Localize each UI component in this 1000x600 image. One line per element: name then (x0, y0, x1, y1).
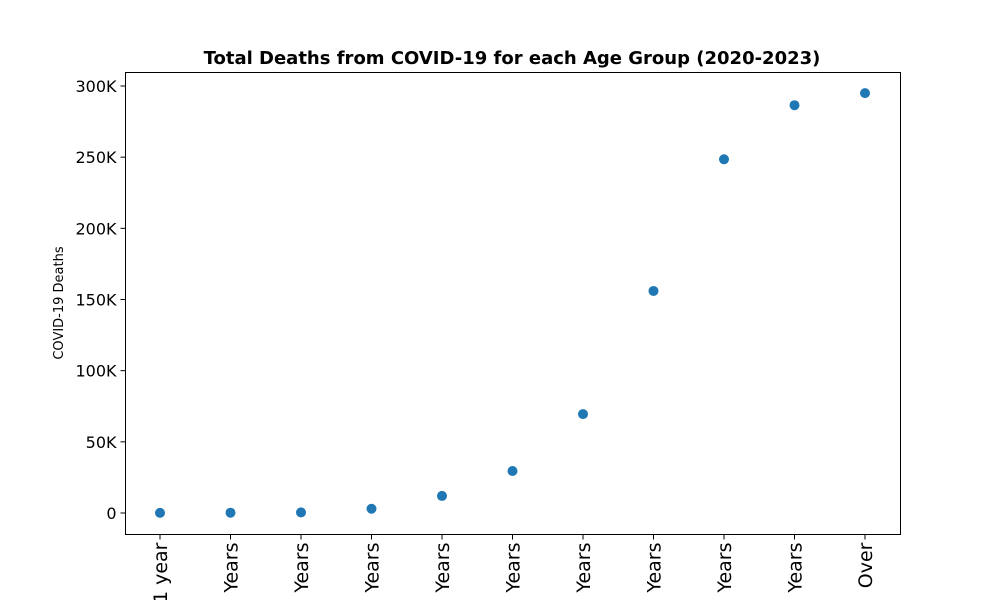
data-point (155, 507, 165, 518)
x-tick-label: Years (291, 543, 313, 594)
data-point (437, 490, 447, 501)
y-tick-label: 0 (106, 504, 116, 523)
x-axis-ticks: 1 year Years Years Years Years Years Years Year… (150, 534, 877, 600)
x-tick-label: Years (573, 543, 595, 594)
data-points (155, 88, 870, 518)
data-point (789, 100, 800, 111)
x-tick-label: Over (855, 542, 877, 588)
y-tick-label: 200K (75, 219, 117, 238)
y-axis-label: COVID-19 Deaths (52, 246, 67, 359)
data-point (578, 409, 588, 420)
chart-title: Total Deaths from COVID-19 for each Age … (204, 48, 821, 69)
data-point (860, 88, 870, 99)
x-tick-label: Years (221, 543, 243, 594)
y-tick-label: 50K (86, 433, 117, 452)
x-tick-label: Years (644, 543, 666, 594)
data-point (719, 154, 729, 165)
plot-frame (125, 72, 901, 535)
x-tick-label: Years (714, 543, 736, 594)
y-tick-label: 100K (75, 362, 117, 381)
x-tick-label: Years (503, 543, 525, 594)
x-tick-label: Years (362, 543, 384, 594)
x-tick-label: 1 year (150, 542, 172, 600)
x-tick-label: Years (785, 543, 807, 594)
y-axis-ticks: 0 50K 100K 150K 200K 250K 300K (75, 77, 126, 523)
data-point (507, 466, 518, 477)
data-point (366, 503, 377, 514)
y-tick-label: 250K (75, 148, 117, 167)
data-point (296, 507, 306, 518)
data-point (648, 285, 659, 296)
y-tick-label: 150K (75, 291, 117, 310)
x-tick-label: Years (432, 543, 454, 594)
y-tick-label: 300K (75, 77, 117, 96)
data-point (225, 507, 236, 518)
